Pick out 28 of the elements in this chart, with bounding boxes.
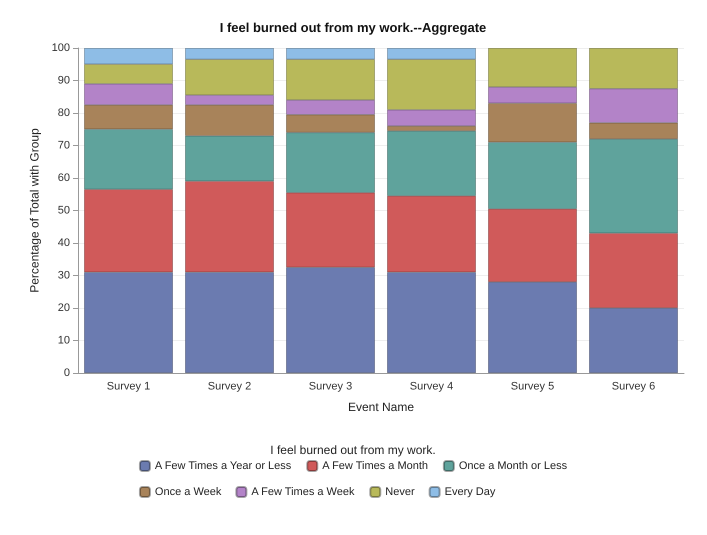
x-tick-label: Survey 3 — [308, 380, 352, 392]
y-tick-label: 100 — [52, 42, 70, 54]
x-tick-label: Survey 6 — [612, 380, 656, 392]
y-tick-label: 10 — [58, 334, 70, 346]
x-axis-title: Event Name — [348, 400, 414, 414]
chart-title: I feel burned out from my work.--Aggregate — [220, 20, 486, 35]
y-tick-label: 20 — [58, 302, 70, 314]
x-tick-label: Survey 1 — [106, 380, 150, 392]
x-tick-label: Survey 2 — [208, 380, 252, 392]
x-tick-label: Survey 5 — [510, 380, 554, 392]
y-tick-label: 50 — [58, 204, 70, 216]
legend-label: Once a Week — [154, 486, 222, 498]
legend-label: Never — [385, 486, 415, 498]
y-tick-label: 30 — [58, 270, 70, 282]
y-tick-label: 60 — [58, 172, 70, 184]
legend-label: A Few Times a Year or Less — [154, 460, 292, 472]
legend-label: Every Day — [444, 486, 496, 498]
legend-label: A Few Times a Week — [251, 486, 355, 498]
y-tick-label: 90 — [58, 74, 70, 86]
legend-label: Once a Month or Less — [458, 460, 568, 472]
x-tick-label: Survey 4 — [410, 380, 454, 392]
y-tick-label: 70 — [58, 140, 70, 152]
y-tick-label: 80 — [58, 107, 70, 119]
y-axis-title: Percentage of Total with Group — [28, 128, 42, 293]
legend-title: I feel burned out from my work. — [270, 443, 436, 457]
y-tick-label: 0 — [64, 367, 70, 379]
y-tick-label: 40 — [58, 237, 70, 249]
legend-label: A Few Times a Month — [322, 460, 428, 472]
